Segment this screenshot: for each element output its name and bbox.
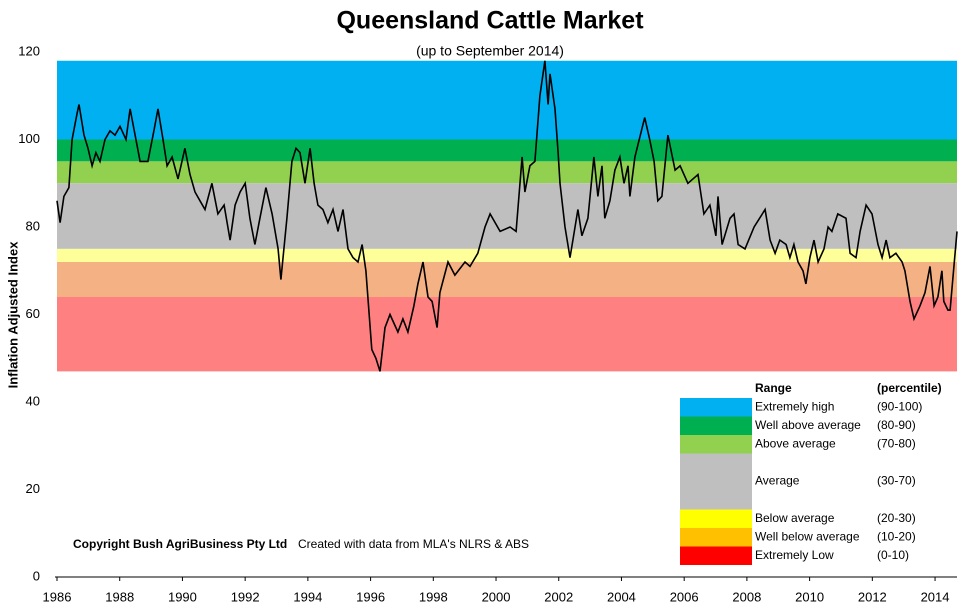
band: [57, 248, 957, 262]
y-tick-label: 80: [26, 218, 40, 233]
x-tick-label: 2010: [795, 589, 824, 604]
legend-label: Well below average: [755, 529, 860, 543]
legend-label: Above average: [755, 436, 836, 450]
legend-swatch: [680, 509, 752, 528]
band: [57, 139, 957, 162]
band: [57, 262, 957, 297]
y-tick-label: 100: [18, 131, 40, 146]
legend-swatch: [680, 528, 752, 547]
x-tick-label: 1996: [356, 589, 385, 604]
x-tick-label: 2004: [607, 589, 636, 604]
band: [57, 161, 957, 184]
x-tick-label: 1992: [231, 589, 260, 604]
legend-label: Below average: [755, 511, 835, 525]
legend-label: Average: [755, 474, 800, 488]
legend-swatch: [680, 546, 752, 565]
x-tick-label: 1994: [293, 589, 322, 604]
y-tick-label: 60: [26, 306, 40, 321]
x-tick-label: 1998: [419, 589, 448, 604]
chart-subtitle: (up to September 2014): [416, 43, 564, 59]
y-tick-label: 40: [26, 393, 40, 408]
x-tick-label: 2014: [921, 589, 950, 604]
legend-header: (percentile): [877, 381, 942, 395]
x-tick-label: 2012: [858, 589, 887, 604]
legend-percentile: (30-70): [877, 474, 916, 488]
legend-percentile: (0-10): [877, 548, 909, 562]
annotation: Copyright Bush AgriBusiness Pty Ltd: [73, 537, 287, 551]
x-tick-label: 2008: [732, 589, 761, 604]
x-tick-label: 1986: [43, 589, 72, 604]
legend-swatch: [680, 398, 752, 417]
band: [57, 60, 957, 140]
x-tick-label: 1990: [168, 589, 197, 604]
legend-percentile: (20-30): [877, 511, 916, 525]
band: [57, 183, 957, 249]
band: [57, 297, 957, 372]
y-tick-label: 20: [26, 481, 40, 496]
legend-label: Extremely high: [755, 399, 834, 413]
legend-swatch: [680, 416, 752, 435]
x-tick-label: 1988: [105, 589, 134, 604]
y-axis-label: Inflation Adjusted Index: [5, 241, 20, 389]
legend-label: Well above average: [755, 418, 861, 432]
price-line: [56, 60, 958, 372]
annotation: Created with data from MLA's NLRS & ABS: [298, 537, 529, 551]
legend-swatch: [680, 453, 752, 510]
x-tick-label: 2006: [670, 589, 699, 604]
legend-header: Range: [755, 381, 792, 395]
legend-percentile: (90-100): [877, 399, 922, 413]
x-tick-label: 2000: [482, 589, 511, 604]
legend-percentile: (10-20): [877, 529, 916, 543]
legend-percentile: (80-90): [877, 418, 916, 432]
chart-title: Queensland Cattle Market: [336, 7, 644, 35]
y-tick-label: 0: [33, 568, 40, 583]
legend-swatch: [680, 435, 752, 454]
legend-label: Extremely Low: [755, 548, 834, 562]
x-tick-label: 2002: [544, 589, 573, 604]
legend-percentile: (70-80): [877, 436, 916, 450]
y-tick-label: 120: [18, 43, 40, 58]
